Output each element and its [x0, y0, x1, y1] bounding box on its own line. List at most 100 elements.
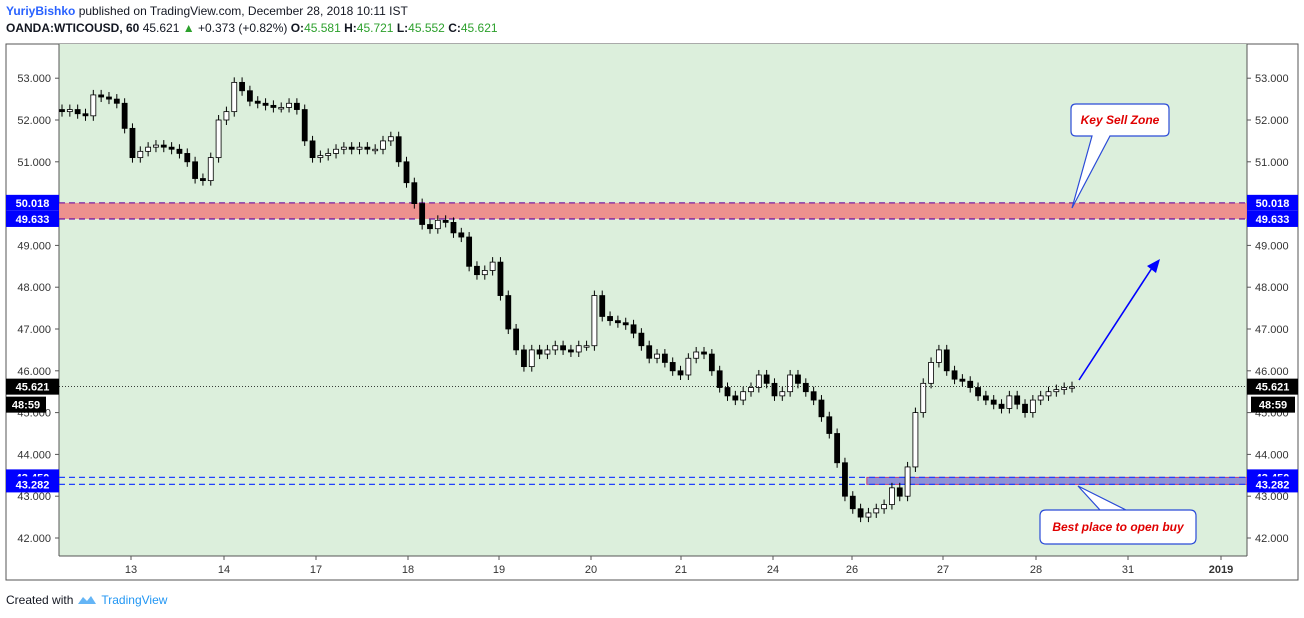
candle [795, 374, 801, 384]
candle [419, 203, 426, 225]
y-tick-label-right: 43.000 [1255, 491, 1289, 503]
x-tick-label: 24 [767, 564, 779, 576]
candle [317, 155, 324, 159]
tradingview-logo-icon [78, 596, 97, 604]
candle [411, 182, 418, 204]
countdown-tag-left-bg [6, 396, 46, 413]
y-tick-label-right: 52.000 [1255, 115, 1289, 127]
candle [1022, 403, 1028, 413]
candle [434, 219, 441, 230]
candle [247, 90, 253, 102]
candle [928, 362, 934, 384]
x-tick-label: 20 [585, 564, 597, 576]
x-tick-label: 14 [218, 564, 230, 576]
candle [732, 395, 739, 401]
x-tick-label: 13 [125, 564, 137, 576]
x-tick-label: 2019 [1209, 564, 1233, 576]
price-tag-left: 45.621 [16, 382, 50, 394]
candle [787, 374, 794, 393]
y-tick-label-left: 51.000 [17, 157, 51, 169]
candle [1061, 387, 1068, 391]
candle [575, 345, 582, 353]
candle [912, 412, 919, 468]
candle [160, 144, 167, 148]
level-tag-right: 50.018 [1256, 198, 1290, 210]
candle [654, 353, 660, 359]
candle [1045, 391, 1052, 397]
candle [82, 113, 89, 117]
open-label: O: [290, 21, 305, 35]
callout-sell-text: Key Sell Zone [1081, 113, 1160, 127]
candle [998, 403, 1005, 409]
candle [755, 374, 762, 388]
candle [184, 153, 191, 163]
price-tag-right: 45.621 [1256, 382, 1290, 394]
y-tick-label-left: 53.000 [17, 73, 51, 85]
candle [677, 370, 684, 376]
x-tick-label: 17 [310, 564, 322, 576]
candle [137, 150, 144, 159]
candle [528, 349, 535, 368]
y-tick-label-left: 49.000 [17, 240, 51, 252]
level-tag-right-bg [1247, 476, 1298, 493]
y-tick-label-right: 49.000 [1255, 240, 1289, 252]
candle [278, 107, 285, 110]
x-tick-label: 27 [937, 564, 949, 576]
candle [176, 148, 183, 154]
candle [458, 232, 465, 238]
candle [740, 391, 747, 401]
candle [270, 104, 277, 108]
low-value: 45.552 [408, 21, 445, 35]
callout-sell-bubble [1070, 103, 1170, 209]
price-change: +0.373 (+0.82%) [197, 21, 288, 35]
high-value: 45.721 [356, 21, 394, 35]
candle [98, 94, 105, 98]
candle [568, 349, 574, 353]
sell-zone [59, 202, 1247, 219]
candle [638, 332, 645, 347]
author-link[interactable]: YuriyBishko [6, 4, 76, 18]
high-label: H: [344, 21, 357, 35]
y-tick-label-left: 46.000 [17, 366, 51, 378]
candle [380, 140, 386, 150]
candle [223, 111, 230, 121]
candle [873, 508, 880, 514]
level-tag-left-bg [6, 476, 59, 493]
candle [66, 109, 73, 113]
candle [286, 102, 292, 108]
candle [661, 353, 668, 363]
publish-line: YuriyBishko published on TradingView.com… [6, 4, 408, 18]
tradingview-link[interactable]: TradingView [101, 593, 168, 607]
candle [1014, 395, 1021, 405]
candle [943, 349, 950, 372]
y-tick-label-left: 42.000 [17, 533, 51, 545]
candle [982, 395, 989, 401]
candle [395, 136, 402, 163]
candle [489, 261, 496, 271]
close-label: C: [448, 21, 461, 35]
y-tick-label-left: 44.000 [17, 449, 51, 461]
candle [200, 178, 206, 182]
candle [701, 351, 707, 355]
created-with-text: Created with [6, 593, 74, 607]
candle [215, 119, 222, 159]
candle [106, 96, 112, 100]
y-tick-label-right: 53.000 [1255, 73, 1289, 85]
y-tick-label-right: 51.000 [1255, 157, 1289, 169]
footer: Created with TradingView [6, 593, 167, 607]
x-tick-label: 18 [402, 564, 414, 576]
candle [857, 508, 864, 518]
candle [607, 316, 613, 322]
level-tag-left: 43.282 [16, 479, 50, 491]
candle [826, 416, 833, 434]
close-value: 45.621 [460, 21, 498, 35]
candle [90, 94, 97, 117]
candle [771, 382, 778, 397]
candle [301, 109, 308, 142]
candle [481, 270, 488, 276]
candle [231, 81, 238, 113]
level-tag-right-bg [1247, 210, 1298, 227]
level-tag-left-bg [6, 194, 59, 211]
candle [521, 349, 527, 368]
